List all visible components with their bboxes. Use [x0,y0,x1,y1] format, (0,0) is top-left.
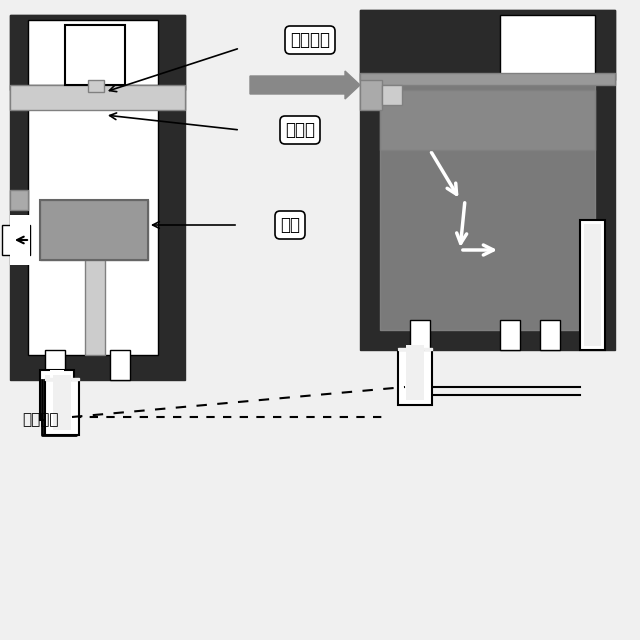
Bar [500,15,595,75]
Text: 接排气管: 接排气管 [290,31,330,49]
Bar [40,200,148,260]
Bar [53,375,71,430]
Bar [45,380,79,435]
Bar [500,320,520,350]
Bar [10,85,185,110]
Bar [45,350,65,380]
Bar [28,70,158,355]
Bar [40,200,148,260]
Bar [10,15,185,380]
Polygon shape [45,378,53,380]
Bar [40,370,74,420]
Polygon shape [42,380,76,385]
FancyArrow shape [250,71,360,99]
Bar [380,80,595,330]
Bar [406,345,424,400]
Bar [360,10,615,80]
Bar [10,215,30,265]
Bar [382,85,402,105]
Bar [540,320,560,350]
Bar [580,220,605,350]
Polygon shape [424,348,432,350]
Bar [10,15,185,90]
Polygon shape [398,348,406,350]
Bar [360,73,615,85]
Text: 活塞: 活塞 [280,216,300,234]
Bar [584,224,601,346]
Bar [360,80,382,110]
Bar [2,225,30,255]
Bar [380,90,595,150]
Bar [88,80,104,92]
Bar [50,370,64,405]
Bar [28,20,158,85]
Bar [398,350,432,405]
Text: 排气阀: 排气阀 [285,121,315,139]
Polygon shape [71,378,79,380]
Bar [85,260,105,355]
Bar [360,10,615,350]
Bar [410,320,430,350]
Text: 初始状态: 初始状态 [22,413,58,428]
Bar [110,350,130,380]
Bar [45,375,69,415]
Bar [65,25,125,85]
Bar [10,190,28,210]
